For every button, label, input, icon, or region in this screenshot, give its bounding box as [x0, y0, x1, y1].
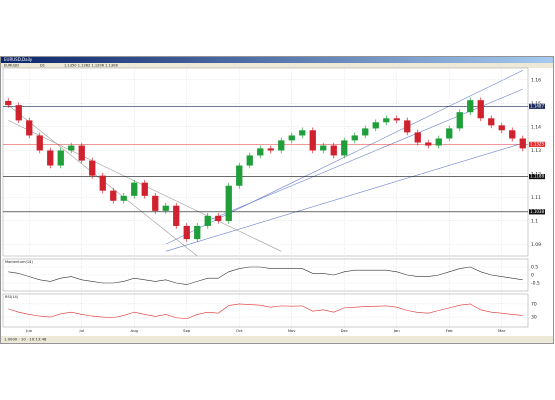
- toolbar: [1, 63, 553, 68]
- y-tick-label: 30: [531, 315, 537, 321]
- x-tick-label: Jun: [25, 328, 33, 333]
- candle-body: [131, 182, 138, 196]
- candle-body: [330, 145, 337, 156]
- price-label: 1.1487: [530, 103, 544, 108]
- candle-body: [78, 145, 85, 161]
- y-tick-label: 0: [531, 273, 534, 279]
- candle-body: [99, 175, 106, 191]
- candle-body: [257, 148, 264, 156]
- candle-body: [141, 182, 148, 196]
- price-box: [529, 103, 545, 109]
- candle-body: [194, 225, 201, 240]
- indicator-title: RSI(14): [5, 295, 19, 299]
- x-tick-label: Jan: [393, 328, 400, 333]
- window-title: EURUSD,Daily: [4, 57, 33, 62]
- candle-body: [36, 135, 43, 151]
- price-label: 1.1325: [530, 141, 544, 146]
- panel-frame: [2, 67, 529, 257]
- panel-frame: [2, 293, 529, 328]
- price-label: 1.1188: [530, 174, 544, 179]
- candle-body: [47, 150, 54, 166]
- x-tick-label: Sep: [183, 328, 191, 333]
- title-bar: [1, 57, 553, 63]
- candle-body: [309, 130, 316, 151]
- candle-body: [299, 130, 306, 136]
- candle-body: [372, 122, 379, 129]
- candle-body: [519, 138, 526, 149]
- candle-body: [173, 205, 180, 226]
- status-text: 1.0000 · 10 · 10:13:48: [4, 337, 47, 342]
- candle-body: [288, 135, 295, 141]
- candle-body: [225, 185, 232, 221]
- candle-body: [446, 128, 453, 139]
- candle-body: [246, 155, 253, 166]
- plot-area: 1.091.11.111.121.131.141.151.16JunJulAug…: [2, 67, 545, 333]
- toolbar-symbol: EURUSD: [4, 64, 19, 68]
- candle-body: [414, 132, 421, 143]
- candle-body: [488, 118, 495, 126]
- y-tick-label: 1.14: [531, 124, 541, 130]
- y-tick-label: 1.09: [531, 242, 541, 248]
- toolbar-period: D1: [40, 64, 45, 68]
- candle-body: [204, 215, 211, 226]
- x-tick-label: Dec: [341, 328, 348, 333]
- candle-body: [425, 142, 432, 146]
- y-tick-label: 1.1: [531, 218, 538, 224]
- y-tick-label: 1.13: [531, 148, 541, 154]
- y-tick-label: 70: [531, 301, 537, 307]
- candle-body: [152, 195, 159, 211]
- x-tick-label: Mar: [498, 328, 506, 333]
- candle-body: [5, 100, 12, 106]
- price-label: 1.1038: [530, 209, 544, 214]
- y-tick-label: 1.11: [531, 195, 541, 201]
- candle-body: [320, 145, 327, 151]
- candle-body: [498, 125, 505, 131]
- x-tick-label: Feb: [446, 328, 453, 333]
- trend-line: [165, 142, 523, 252]
- price-box: [529, 173, 545, 180]
- indicator-line: [8, 303, 523, 320]
- x-tick-label: Nov: [288, 328, 296, 333]
- candle-body: [110, 190, 117, 201]
- candle-body: [15, 105, 22, 121]
- price-box: [529, 209, 545, 215]
- x-tick-label: Aug: [131, 328, 139, 333]
- status-bar: [1, 336, 553, 343]
- candle-body: [215, 215, 222, 221]
- candle-body: [278, 140, 285, 151]
- y-tick-label: -0.5: [531, 281, 540, 287]
- indicator-title: Momentum(14): [5, 260, 33, 264]
- candle-body: [393, 118, 400, 121]
- candle-body: [456, 112, 463, 129]
- y-tick-label: 0.5: [531, 265, 538, 271]
- candle-body: [236, 165, 243, 186]
- candle-body: [351, 135, 358, 141]
- candle-body: [120, 195, 127, 201]
- candle-body: [267, 148, 274, 151]
- candle-body: [341, 140, 348, 156]
- candle-body: [509, 130, 516, 139]
- candle-body: [183, 225, 190, 240]
- toolbar-quote: 1.1350 1.1362 1.1296 1.1308: [64, 64, 118, 68]
- candle-body: [68, 145, 75, 151]
- candle-body: [477, 100, 484, 119]
- candle-body: [404, 120, 411, 133]
- candle-body: [362, 128, 369, 136]
- indicator-line: [8, 266, 523, 285]
- candle-body: [435, 138, 442, 146]
- x-tick-label: Jul: [78, 328, 84, 333]
- candle-body: [467, 100, 474, 113]
- candle-body: [383, 118, 390, 123]
- candle-body: [26, 120, 33, 136]
- window-frame: [0, 56, 554, 344]
- candle-body: [89, 160, 96, 176]
- price-box: [529, 141, 545, 147]
- candle-body: [57, 150, 64, 166]
- y-tick-label: 1.16: [531, 77, 541, 83]
- x-tick-label: Oct: [236, 328, 243, 333]
- candle-body: [162, 205, 169, 211]
